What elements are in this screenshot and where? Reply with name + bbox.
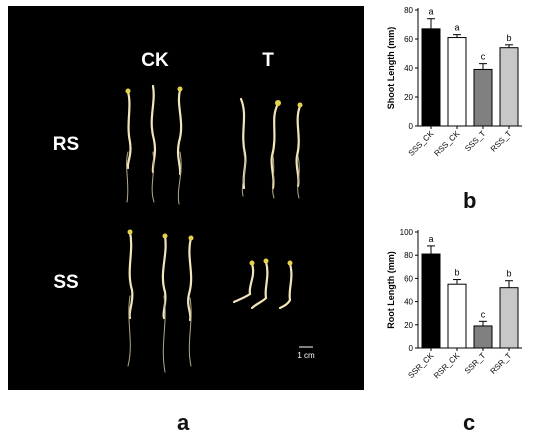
y-tick-label: 0 — [409, 344, 414, 353]
x-tick-label: RSR_CK — [432, 351, 462, 381]
y-tick-label: 60 — [404, 35, 413, 44]
y-tick-label: 60 — [404, 274, 413, 283]
significance-label: a — [428, 7, 433, 17]
column-label-t: T — [262, 50, 274, 71]
significance-label: b — [454, 268, 459, 278]
x-tick-label: SSR_T — [463, 351, 488, 376]
row-label-ss: SS — [53, 272, 78, 293]
scale-bar-label: 1 cm — [297, 351, 315, 360]
bar-rss-t — [499, 47, 519, 127]
seedling-drawing: CK T RS SS — [8, 6, 364, 390]
panel-label-a: a — [177, 410, 190, 435]
y-axis-label: Root Length (mm) — [386, 251, 396, 328]
x-tick-label: SSR_CK — [406, 351, 435, 380]
seedlings-rs-t — [239, 97, 303, 199]
x-tick-label: SSS_T — [463, 129, 487, 153]
bar-sss-t — [473, 68, 493, 127]
significance-label: a — [454, 23, 459, 33]
seedlings-rs-ck — [125, 84, 183, 205]
x-tick-label: RSS_CK — [432, 129, 461, 158]
root-length-chart: 0 20 40 60 80 100 Root Length (mm) a SSR_CK b RSR_… — [370, 224, 550, 441]
significance-label: c — [481, 309, 486, 319]
bar-ssr-t — [473, 325, 493, 349]
column-label-ck: CK — [141, 50, 169, 71]
bar-rsr-ck — [447, 283, 467, 349]
bar-rss-ck — [447, 37, 467, 127]
panel-label-c: c — [463, 410, 476, 435]
y-tick-label: 0 — [409, 122, 414, 131]
root-length-chart-svg: 0 20 40 60 80 100 Root Length (mm) a SSR_CK b RSR_… — [386, 228, 522, 381]
significance-label: b — [506, 33, 511, 43]
seedlings-ss-t — [232, 258, 293, 310]
bar-sss-ck — [421, 28, 441, 127]
significance-label: a — [428, 234, 433, 244]
shoot-length-chart-svg: 0 20 40 60 80 Shoot Length (mm) a SSS_CK a RSS_CK… — [386, 6, 522, 158]
bar-rsr-t — [499, 287, 519, 349]
bar-ssr-ck — [421, 253, 441, 349]
seedling-photo: CK T RS SS — [8, 6, 364, 390]
y-tick-label: 20 — [404, 321, 413, 330]
y-tick-label: 80 — [404, 251, 413, 260]
y-tick-label: 40 — [404, 64, 413, 73]
y-tick-label: 40 — [404, 298, 413, 307]
x-tick-label: RSS_T — [489, 129, 514, 154]
y-tick-label: 80 — [404, 6, 413, 15]
significance-label: b — [506, 269, 511, 279]
row-label-rs: RS — [53, 134, 79, 155]
shoot-length-chart: 0 20 40 60 80 Shoot Length (mm) a SSS_CK a RSS_CK… — [370, 0, 550, 195]
y-tick-label: 100 — [400, 228, 414, 237]
seedlings-ss-ck — [127, 229, 194, 373]
significance-label: c — [481, 52, 486, 62]
y-axis-label: Shoot Length (mm) — [386, 27, 396, 110]
panel-label-b: b — [463, 188, 477, 213]
x-tick-label: RSR_T — [488, 351, 513, 376]
y-tick-label: 20 — [404, 93, 413, 102]
x-tick-label: SSS_CK — [407, 129, 436, 158]
